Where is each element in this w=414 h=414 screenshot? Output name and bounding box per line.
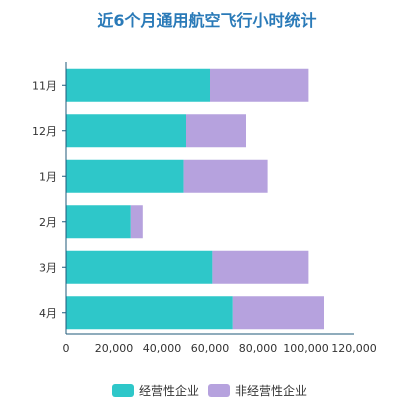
y-tick-label: 12月 — [32, 125, 57, 138]
x-tick-label: 40,000 — [143, 342, 182, 355]
x-axis-tick-labels: 0 20,000 40,000 60,000 80,000 100,000 120,000 — [63, 342, 377, 355]
bar-operating-3[interactable] — [66, 205, 131, 239]
y-tick-label: 4月 — [39, 307, 57, 320]
bar-operating-5[interactable] — [66, 296, 233, 330]
legend-swatch-operating[interactable] — [112, 384, 134, 397]
bar-non-operating-2[interactable] — [183, 159, 268, 193]
bar-operating-1[interactable] — [66, 114, 186, 148]
bar-operating-2[interactable] — [66, 159, 184, 193]
bar-non-operating-5[interactable] — [232, 296, 324, 330]
bar-non-operating-1[interactable] — [186, 114, 246, 148]
bar-non-operating-0[interactable] — [210, 68, 309, 102]
bar-operating-4[interactable] — [66, 250, 213, 284]
bar-non-operating-3[interactable] — [130, 205, 143, 239]
bar-operating-0[interactable] — [66, 68, 210, 102]
x-tick-label: 120,000 — [331, 342, 377, 355]
x-tick-label: 60,000 — [191, 342, 230, 355]
legend-label-operating[interactable]: 经营性企业 — [139, 383, 199, 398]
y-tick-label: 3月 — [39, 261, 57, 274]
legend[interactable]: 经营性企业 非经营性企业 — [112, 383, 307, 398]
x-tick-label: 80,000 — [239, 342, 278, 355]
x-tick-label: 20,000 — [95, 342, 134, 355]
chart-title: 近6个月通用航空飞行小时统计 — [97, 11, 316, 30]
x-tick-label: 100,000 — [283, 342, 329, 355]
y-tick-label: 1月 — [39, 170, 57, 183]
legend-label-non-operating[interactable]: 非经营性企业 — [235, 383, 307, 398]
legend-swatch-non-operating[interactable] — [208, 384, 230, 397]
bar-non-operating-4[interactable] — [212, 250, 309, 284]
bars-group — [66, 68, 324, 330]
x-tick-label: 0 — [63, 342, 70, 355]
y-axis-labels: 11月 12月 1月 2月 3月 4月 — [32, 79, 66, 320]
y-tick-label: 2月 — [39, 216, 57, 229]
y-tick-label: 11月 — [32, 79, 57, 92]
